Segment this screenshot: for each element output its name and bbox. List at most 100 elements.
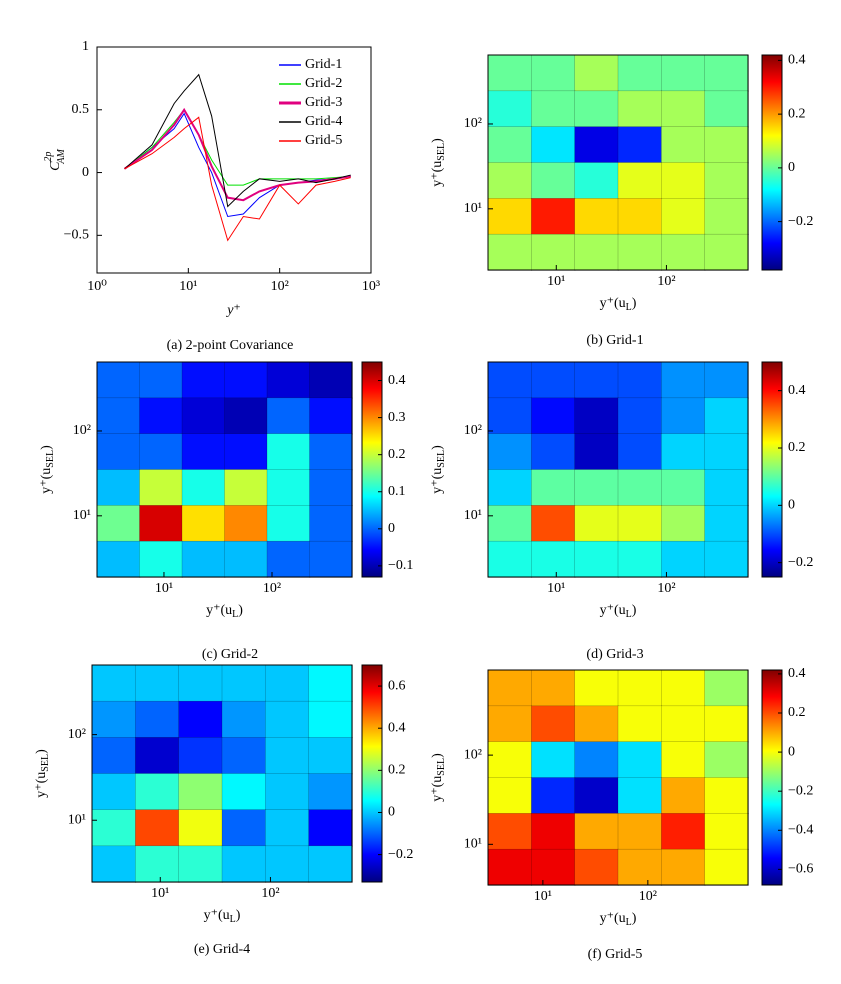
contour-cell [135, 700, 180, 739]
contour-cell [661, 705, 706, 743]
contour-cell [309, 505, 353, 542]
colorbar-tick-label: 0 [388, 521, 395, 536]
contour-cell [704, 90, 749, 128]
contour-cell [178, 773, 223, 811]
contour-cell [487, 540, 533, 578]
contour-cell [309, 433, 353, 471]
y-tick-label: 10² [73, 423, 91, 438]
caption: (b) Grid-1 [586, 333, 643, 348]
axis-label-sub: L [626, 302, 632, 313]
contour-cell [574, 198, 619, 235]
contour-cell [531, 54, 576, 92]
contour-cell [661, 505, 706, 542]
y-tick-label: 10¹ [464, 201, 482, 216]
y-label-base: C [48, 161, 63, 171]
y-label-sub: AM [56, 148, 67, 164]
contour-cell [531, 669, 576, 707]
colorbar-tick-label: 0.4 [788, 383, 806, 398]
x-tick-label: 10² [657, 581, 675, 596]
contour-cell [265, 700, 310, 739]
contour-cell [661, 669, 706, 707]
axis-label-part: ) [632, 603, 637, 618]
contour-cell [91, 773, 137, 811]
contour-cell [661, 777, 706, 815]
contour-cell [617, 669, 663, 707]
contour-cell [487, 397, 533, 435]
contour-cell [531, 813, 576, 850]
contour-cell [221, 664, 267, 702]
contour-cell [224, 469, 268, 507]
colorbar-tick-label: −0.6 [788, 862, 813, 877]
contour-cell [704, 198, 749, 235]
colorbar-tick-label: 0 [788, 498, 795, 513]
axis-label-part: ) [39, 445, 54, 450]
axis-label-part: ) [430, 753, 445, 758]
contour-cell [221, 773, 267, 811]
contour-cell [91, 664, 137, 702]
contour-cell [487, 813, 533, 850]
contour-cell [487, 162, 533, 200]
contour-cell [574, 669, 619, 707]
contour-cell [135, 809, 180, 847]
contour-cell [309, 361, 353, 399]
contour-cell [181, 505, 226, 542]
axis-label: y⁺(uSEL) [430, 445, 447, 494]
contour-cell [265, 773, 310, 811]
contour-cell [531, 848, 576, 886]
contour-cell [617, 233, 663, 271]
contour-cell [574, 540, 619, 578]
contour-cell [139, 540, 183, 578]
colorbar-tick-label: −0.2 [788, 214, 813, 229]
contour-cell [531, 540, 576, 578]
contour-cell [661, 540, 706, 578]
contour-cell [661, 198, 706, 235]
contour-cell [617, 469, 663, 507]
colorbar-tick-label: 0 [388, 805, 395, 820]
contour-cell [704, 777, 749, 815]
contour-cell [221, 737, 267, 775]
contour-cell [531, 361, 576, 399]
caption: (f) Grid-5 [588, 947, 643, 962]
contour-cell [221, 809, 267, 847]
plot-frame [96, 361, 353, 578]
axis-label-part: ) [34, 749, 49, 754]
axis-label-part: y⁺(u [204, 908, 230, 923]
contour-cell [178, 700, 223, 739]
colorbar-tick-label: −0.2 [388, 847, 413, 862]
panel: 10⁰ 10¹ 10² 10³ −0.5 0 0.5 1 Grid-1 Grid-2 Grid-3 G… [43, 39, 380, 353]
y-tick-label: 10¹ [464, 837, 482, 852]
axis-label-sub: L [626, 609, 632, 620]
y-tick-label: 0 [82, 165, 89, 180]
contour-cell [617, 741, 663, 779]
plot-frame [487, 669, 749, 886]
contour-cell [265, 809, 310, 847]
contour-cell [224, 433, 268, 471]
contour-cell [135, 664, 180, 702]
axis-label: y⁺(uL) [206, 603, 243, 620]
contour-cell [531, 505, 576, 542]
axis-label-sub: SEL [436, 143, 447, 161]
colorbar-tick-label: 0.4 [788, 53, 806, 68]
contour-cell [96, 505, 141, 542]
x-axis-label: y⁺ [225, 303, 241, 318]
contour-cell [704, 162, 749, 200]
contour-cell [661, 54, 706, 92]
contour-cell [308, 845, 353, 883]
colorbar-tick-label: 0.3 [388, 410, 406, 425]
x-tick-label: 10¹ [534, 889, 552, 904]
axis-label-part: y⁺(u [39, 468, 54, 494]
contour-cell [704, 669, 749, 707]
contour-cell [91, 845, 137, 883]
contour-cell [661, 397, 706, 435]
contour-cell [704, 469, 749, 507]
contour-cell [96, 540, 141, 578]
contour-cell [574, 397, 619, 435]
contour-cell [617, 162, 663, 200]
contour-cell [661, 433, 706, 471]
contour-cell [531, 433, 576, 471]
caption: (d) Grid-3 [586, 647, 643, 662]
contour-cell [309, 540, 353, 578]
contour-cell [221, 845, 267, 883]
